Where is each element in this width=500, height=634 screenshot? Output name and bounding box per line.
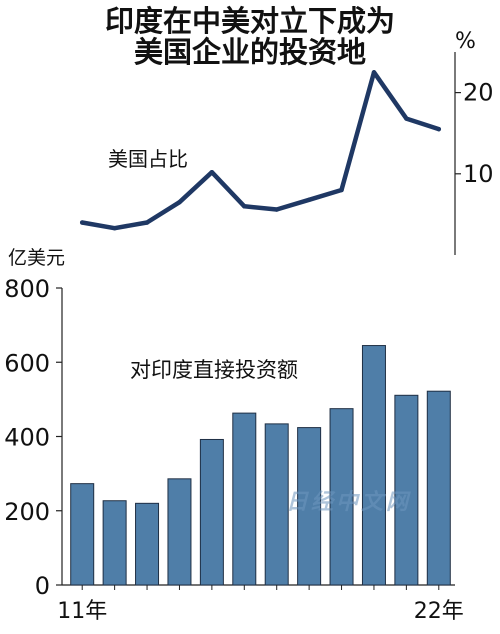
line-point-2019 (339, 187, 344, 193)
line-point-2017 (274, 207, 279, 212)
watermark: 日经中文网 (286, 490, 412, 515)
line-y-tick-label: 20 (463, 79, 494, 107)
line-unit-label: % (455, 29, 476, 54)
line-point-2021 (404, 116, 409, 121)
bar-y-tick-label: 600 (4, 349, 50, 377)
line-point-2011 (80, 220, 85, 225)
line-point-2018 (306, 197, 312, 202)
chart-title: 印度在中美对立下成为 美国企业的投资地 (0, 6, 500, 68)
line-point-2015 (209, 169, 215, 175)
line-point-2012 (112, 226, 117, 231)
title-line-2: 美国企业的投资地 (133, 35, 366, 69)
bar-2012 (102, 500, 127, 586)
bar-2016 (232, 412, 257, 586)
bar-2022 (426, 390, 451, 586)
bar-y-tick-label: 800 (4, 275, 50, 303)
bar-2014 (167, 478, 192, 586)
bar-unit-label: 亿美元 (8, 247, 65, 269)
x-tick-label-first: 11年 (57, 599, 107, 624)
bar-2013 (135, 502, 160, 586)
bar-y-tick-label: 0 (35, 572, 50, 600)
line-y-tick-label: 10 (463, 160, 494, 188)
bar-2011 (70, 483, 95, 586)
line-series-label: 美国占比 (108, 147, 188, 171)
line-series-path (79, 70, 442, 231)
bar-y-tick-label: 200 (4, 498, 50, 526)
line-point-2020 (371, 70, 377, 75)
line-point-2014 (177, 200, 182, 205)
bar-2017 (264, 423, 289, 586)
line-point-2022 (436, 126, 441, 132)
bar-series-label: 对印度直接投资额 (130, 358, 298, 382)
bar-2020 (361, 345, 386, 586)
x-tick-label-last: 22年 (414, 599, 464, 624)
title-line-1: 印度在中美对立下成为 (104, 4, 395, 38)
line-point-2016 (242, 204, 247, 209)
bar-y-tick-label: 400 (4, 424, 50, 452)
line-point-2013 (144, 220, 150, 225)
bar-2015 (199, 438, 224, 586)
